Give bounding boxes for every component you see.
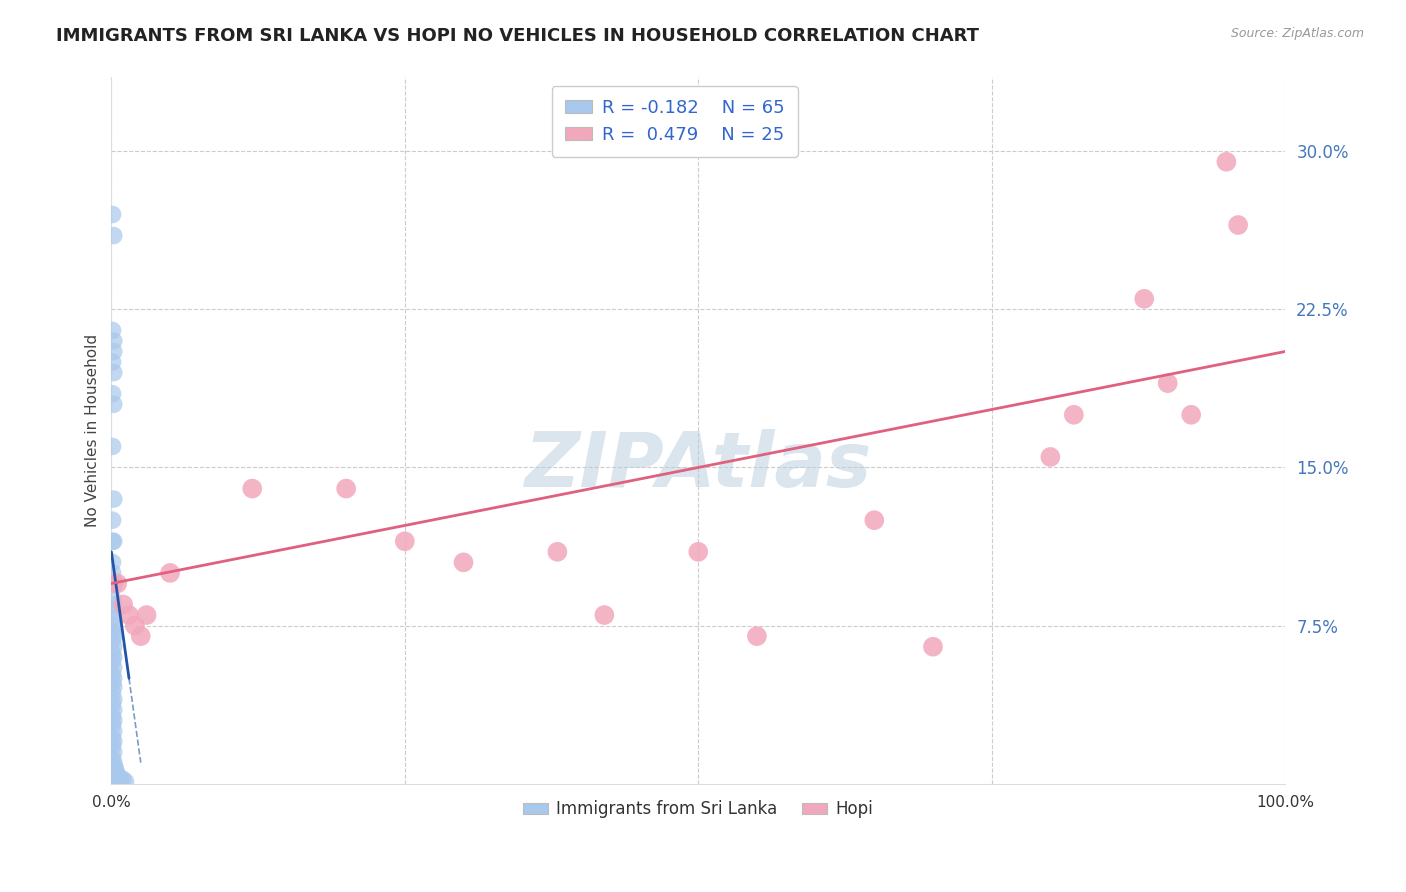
Point	[101, 555, 124, 569]
Point	[104, 760, 127, 774]
Point	[103, 534, 125, 549]
Point	[101, 772, 124, 787]
Point	[108, 771, 131, 785]
Point	[101, 731, 124, 745]
Point	[107, 771, 129, 785]
Point	[101, 323, 124, 337]
Point	[335, 482, 357, 496]
Point	[103, 618, 125, 632]
Point	[546, 545, 568, 559]
Point	[101, 646, 124, 660]
Point	[1039, 450, 1062, 464]
Point	[101, 751, 124, 765]
Text: ZIPAtlas: ZIPAtlas	[524, 429, 872, 503]
Point	[103, 650, 125, 665]
Point	[101, 675, 124, 690]
Point	[101, 686, 124, 700]
Point	[101, 513, 124, 527]
Point	[103, 771, 125, 785]
Point	[105, 764, 128, 778]
Point	[159, 566, 181, 580]
Point	[103, 576, 125, 591]
Point	[101, 386, 124, 401]
Point	[112, 598, 135, 612]
Text: Source: ZipAtlas.com: Source: ZipAtlas.com	[1230, 27, 1364, 40]
Point	[103, 640, 125, 654]
Point	[103, 680, 125, 694]
Point	[101, 534, 124, 549]
Point	[593, 608, 616, 623]
Point	[103, 344, 125, 359]
Point	[101, 655, 124, 669]
Point	[1227, 218, 1250, 232]
Point	[101, 612, 124, 626]
Point	[112, 772, 135, 787]
Point	[101, 439, 124, 453]
Point	[103, 366, 125, 380]
Point	[135, 608, 157, 623]
Text: IMMIGRANTS FROM SRI LANKA VS HOPI NO VEHICLES IN HOUSEHOLD CORRELATION CHART: IMMIGRANTS FROM SRI LANKA VS HOPI NO VEH…	[56, 27, 979, 45]
Point	[105, 576, 128, 591]
Point	[745, 629, 768, 643]
Point	[101, 697, 124, 711]
Point	[104, 766, 127, 780]
Point	[1180, 408, 1202, 422]
Point	[1157, 376, 1180, 391]
Point	[101, 604, 124, 618]
Point	[103, 756, 125, 770]
Point	[103, 629, 125, 643]
Point	[240, 482, 263, 496]
Point	[124, 618, 146, 632]
Point	[688, 545, 710, 559]
Point	[103, 492, 125, 507]
Point	[922, 640, 945, 654]
Point	[103, 724, 125, 739]
Legend: Immigrants from Sri Lanka, Hopi: Immigrants from Sri Lanka, Hopi	[516, 794, 880, 825]
Point	[101, 207, 124, 221]
Point	[1133, 292, 1156, 306]
Point	[394, 534, 416, 549]
Point	[129, 629, 152, 643]
Point	[101, 760, 124, 774]
Point	[103, 576, 125, 591]
Point	[101, 709, 124, 723]
Point	[863, 513, 886, 527]
Point	[453, 555, 475, 569]
Point	[101, 768, 124, 782]
Point	[101, 566, 124, 580]
Point	[101, 667, 124, 681]
Point	[101, 355, 124, 369]
Point	[103, 734, 125, 748]
Point	[103, 228, 125, 243]
Point	[103, 714, 125, 728]
Point	[1215, 154, 1237, 169]
Point	[101, 633, 124, 648]
Point	[103, 661, 125, 675]
Point	[114, 774, 136, 789]
Point	[101, 624, 124, 639]
Point	[103, 745, 125, 759]
Point	[118, 608, 141, 623]
Point	[103, 397, 125, 411]
Y-axis label: No Vehicles in Household: No Vehicles in Household	[86, 334, 100, 527]
Point	[103, 671, 125, 685]
Point	[103, 703, 125, 717]
Point	[110, 772, 132, 787]
Point	[105, 768, 128, 782]
Point	[1063, 408, 1085, 422]
Point	[103, 598, 125, 612]
Point	[101, 774, 124, 789]
Point	[101, 591, 124, 606]
Point	[101, 717, 124, 731]
Point	[103, 764, 125, 778]
Point	[101, 576, 124, 591]
Point	[105, 768, 128, 782]
Point	[103, 334, 125, 348]
Point	[103, 692, 125, 706]
Point	[101, 739, 124, 753]
